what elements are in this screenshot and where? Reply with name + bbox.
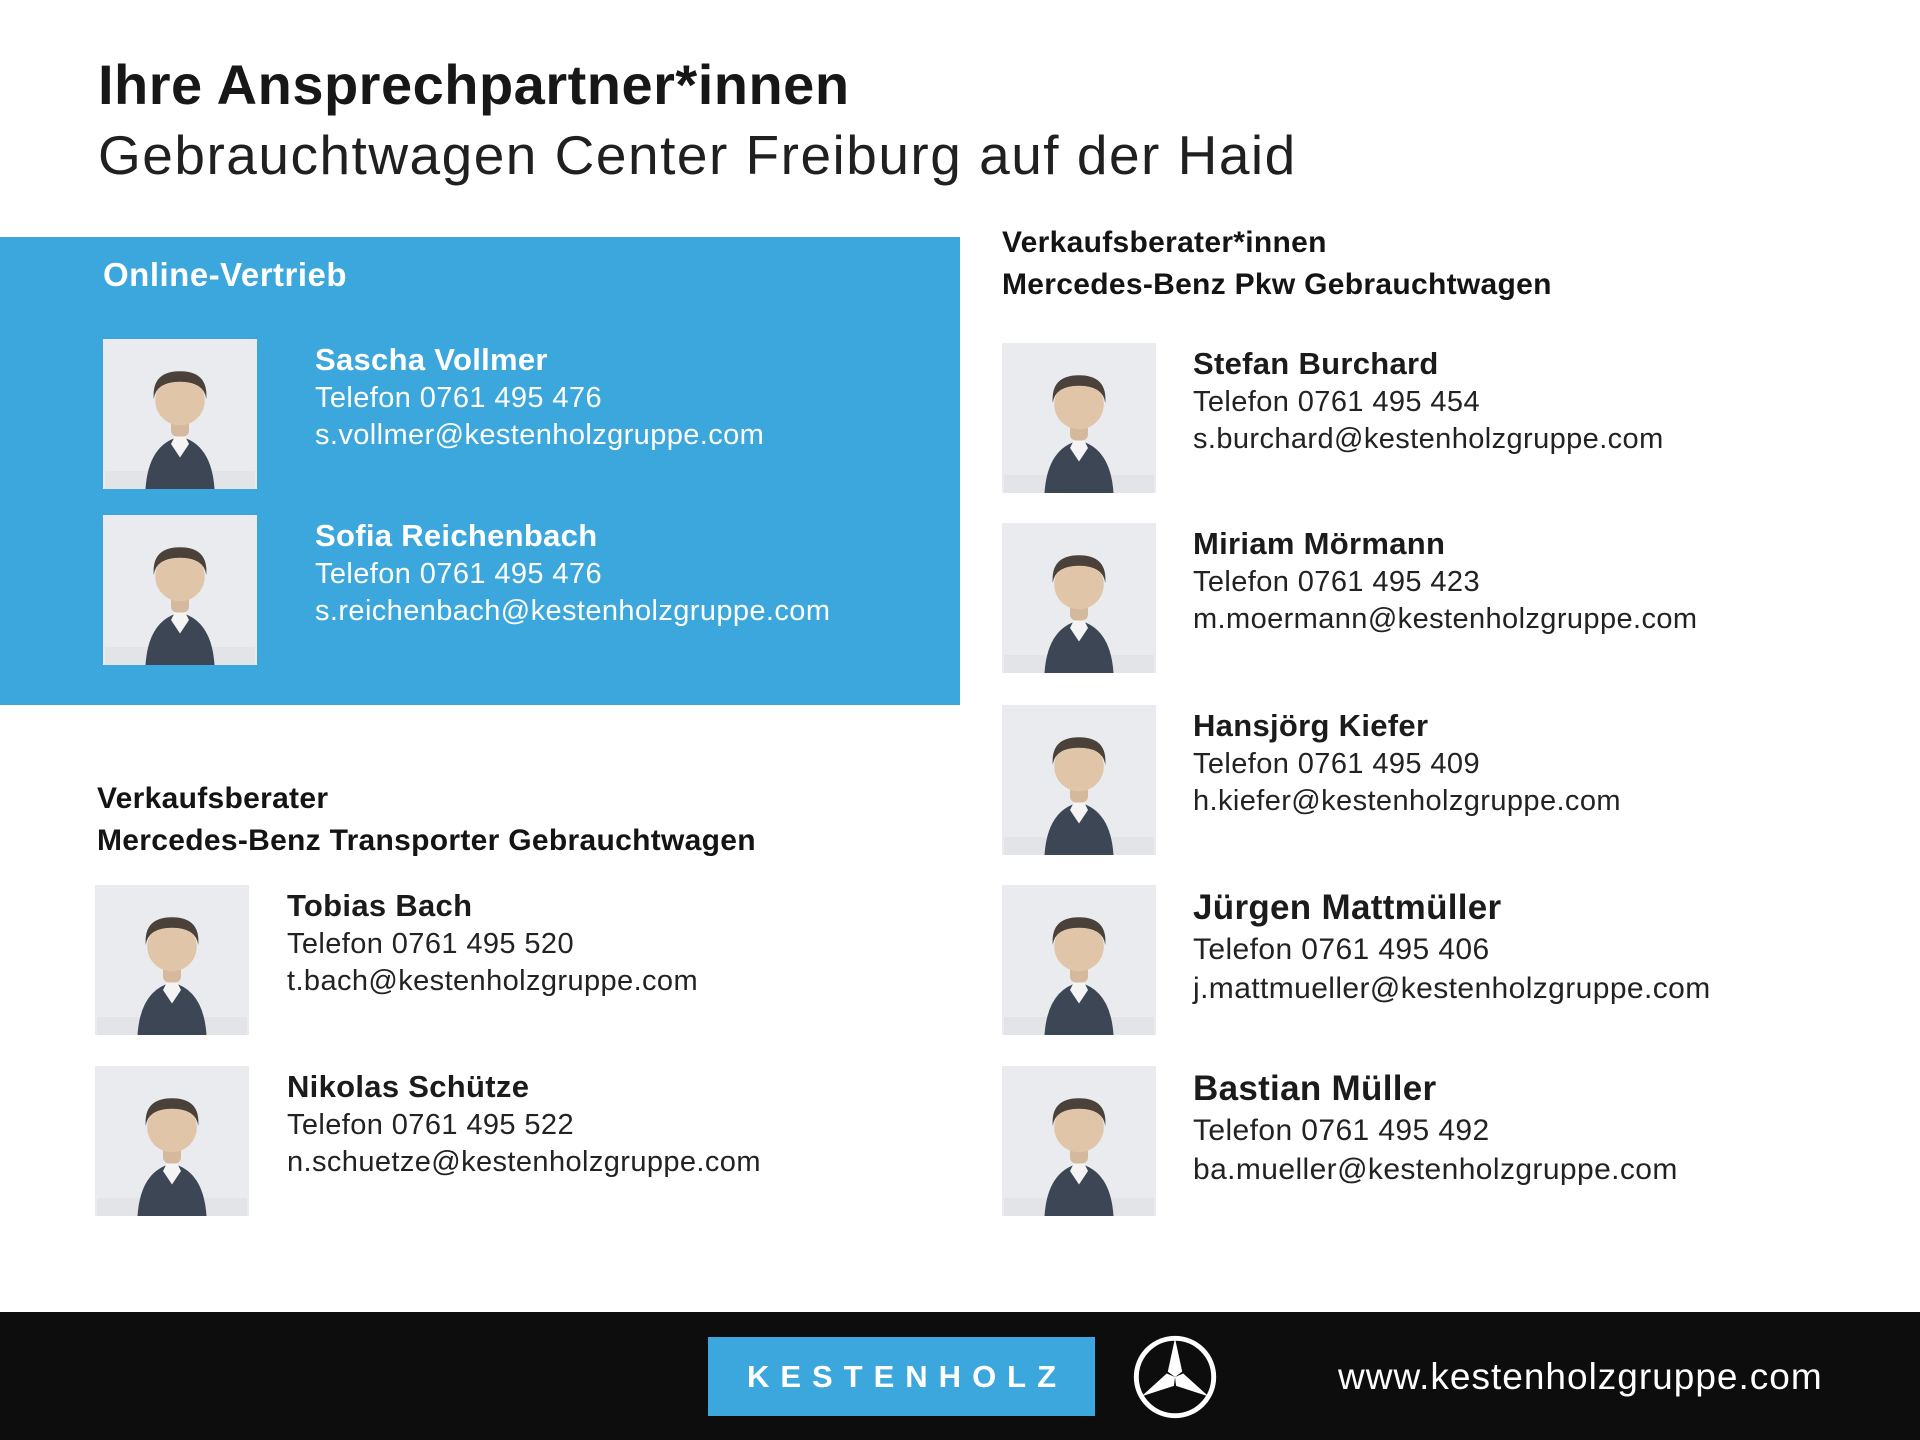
contact-phone: Telefon 0761 495 423 bbox=[1193, 566, 1480, 598]
contact-email-link[interactable]: h.kiefer@kestenholzgruppe.com bbox=[1193, 785, 1621, 817]
contact-info: Nikolas Schütze Telefon 0761 495 522 n.s… bbox=[287, 1067, 761, 1181]
contact-name: Nikolas Schütze bbox=[287, 1069, 530, 1104]
contact-name: Sofia Reichenbach bbox=[315, 518, 598, 553]
contact-info: Hansjörg Kiefer Telefon 0761 495 409 h.k… bbox=[1193, 706, 1621, 820]
section-header-pkw: Verkaufsberater*innen Mercedes-Benz Pkw … bbox=[1002, 222, 1552, 306]
contact-phone: Telefon 0761 495 522 bbox=[287, 1109, 574, 1141]
contact-email-link[interactable]: n.schuetze@kestenholzgruppe.com bbox=[287, 1146, 761, 1178]
contact-info: Miriam Mörmann Telefon 0761 495 423 m.mo… bbox=[1193, 524, 1697, 638]
contact-phone: Telefon 0761 495 476 bbox=[315, 558, 602, 590]
page-title-line2: Gebrauchtwagen Center Freiburg auf der H… bbox=[98, 124, 1297, 186]
portrait-photo bbox=[1002, 523, 1156, 673]
contact-info: Sofia Reichenbach Telefon 0761 495 476 s… bbox=[315, 516, 830, 630]
section-header-transporter: Verkaufsberater Mercedes-Benz Transporte… bbox=[97, 778, 756, 862]
contact-name: Miriam Mörmann bbox=[1193, 526, 1446, 561]
portrait-photo bbox=[1002, 343, 1156, 493]
contact-info: Stefan Burchard Telefon 0761 495 454 s.b… bbox=[1193, 344, 1664, 458]
contact-name: Jürgen Mattmüller bbox=[1193, 888, 1502, 927]
contact-phone: Telefon 0761 495 492 bbox=[1193, 1114, 1490, 1147]
contact-email-link[interactable]: s.burchard@kestenholzgruppe.com bbox=[1193, 423, 1664, 455]
portrait-photo bbox=[103, 515, 257, 665]
contact-email-link[interactable]: s.reichenbach@kestenholzgruppe.com bbox=[315, 595, 831, 627]
online-vertrieb-title: Online-Vertrieb bbox=[103, 256, 348, 293]
contact-info: Bastian Müller Telefon 0761 495 492 ba.m… bbox=[1193, 1067, 1678, 1189]
contact-email-link[interactable]: j.mattmueller@kestenholzgruppe.com bbox=[1193, 972, 1711, 1005]
page-title: Ihre Ansprechpartner*innen Gebrauchtwage… bbox=[98, 50, 1297, 190]
contact-name: Hansjörg Kiefer bbox=[1193, 708, 1429, 743]
footer-bar: KESTENHOLZ www.kestenholzgruppe.com bbox=[0, 1312, 1920, 1440]
section-header-line2: Mercedes-Benz Transporter Gebrauchtwagen bbox=[97, 824, 756, 857]
contact-name: Tobias Bach bbox=[287, 888, 473, 923]
contact-name: Bastian Müller bbox=[1193, 1069, 1437, 1108]
section-header-line1: Verkaufsberater*innen bbox=[1002, 226, 1327, 259]
mercedes-star-icon bbox=[1133, 1335, 1217, 1419]
kestenholz-logo: KESTENHOLZ bbox=[708, 1337, 1095, 1416]
website-link[interactable]: www.kestenholzgruppe.com bbox=[1338, 1356, 1823, 1397]
section-header-line1: Verkaufsberater bbox=[97, 782, 329, 815]
portrait-photo bbox=[103, 339, 257, 489]
contact-info: Tobias Bach Telefon 0761 495 520 t.bach@… bbox=[287, 886, 698, 1000]
portrait-photo bbox=[1002, 705, 1156, 855]
contact-email-link[interactable]: ba.mueller@kestenholzgruppe.com bbox=[1193, 1153, 1678, 1186]
portrait-photo bbox=[1002, 1066, 1156, 1216]
portrait-photo bbox=[1002, 885, 1156, 1035]
contact-name: Stefan Burchard bbox=[1193, 346, 1439, 381]
contact-email-link[interactable]: m.moermann@kestenholzgruppe.com bbox=[1193, 603, 1698, 635]
contact-phone: Telefon 0761 495 476 bbox=[315, 382, 602, 414]
page-title-line1: Ihre Ansprechpartner*innen bbox=[98, 53, 850, 116]
portrait-photo bbox=[95, 885, 249, 1035]
portrait-photo bbox=[95, 1066, 249, 1216]
section-header-line2: Mercedes-Benz Pkw Gebrauchtwagen bbox=[1002, 268, 1552, 301]
contact-phone: Telefon 0761 495 406 bbox=[1193, 933, 1490, 966]
contact-email-link[interactable]: t.bach@kestenholzgruppe.com bbox=[287, 965, 699, 997]
contact-phone: Telefon 0761 495 520 bbox=[287, 928, 574, 960]
contact-info: Jürgen Mattmüller Telefon 0761 495 406 j… bbox=[1193, 886, 1711, 1008]
contact-phone: Telefon 0761 495 454 bbox=[1193, 386, 1480, 418]
contact-email-link[interactable]: s.vollmer@kestenholzgruppe.com bbox=[315, 419, 765, 451]
contact-phone: Telefon 0761 495 409 bbox=[1193, 748, 1480, 780]
contact-name: Sascha Vollmer bbox=[315, 342, 548, 377]
contact-info: Sascha Vollmer Telefon 0761 495 476 s.vo… bbox=[315, 340, 764, 454]
kestenholz-logo-text: KESTENHOLZ bbox=[746, 1358, 1068, 1394]
